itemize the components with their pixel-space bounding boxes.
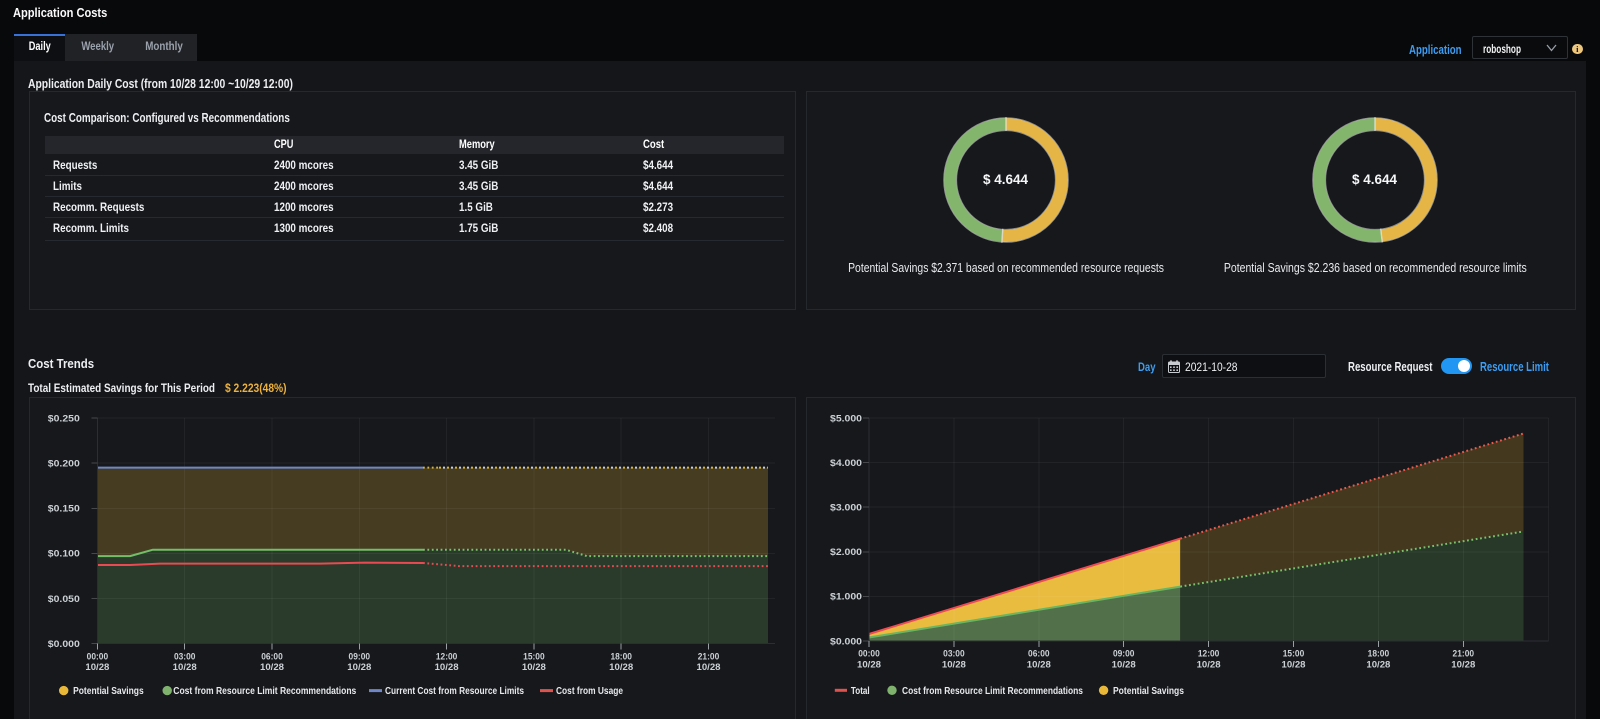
svg-text:06:00: 06:00 — [261, 651, 283, 662]
svg-text:Cost from Resource Limit Recom: Cost from Resource Limit Recommendations — [902, 685, 1083, 697]
svg-text:10/28: 10/28 — [1451, 660, 1475, 671]
svg-text:12:00: 12:00 — [436, 651, 458, 662]
svg-text:$0.250: $0.250 — [48, 413, 80, 424]
svg-text:06:00: 06:00 — [1028, 649, 1050, 660]
svg-text:10/28: 10/28 — [942, 660, 966, 671]
svg-text:Total: Total — [851, 685, 870, 697]
svg-text:15:00: 15:00 — [523, 651, 545, 662]
svg-text:03:00: 03:00 — [174, 651, 196, 662]
svg-text:00:00: 00:00 — [87, 651, 109, 662]
svg-text:$0.150: $0.150 — [48, 504, 80, 515]
svg-text:Potential Savings: Potential Savings — [73, 685, 144, 697]
svg-text:09:00: 09:00 — [1113, 649, 1135, 660]
svg-text:00:00: 00:00 — [858, 649, 880, 660]
svg-text:10/28: 10/28 — [435, 662, 459, 673]
svg-text:$0.000: $0.000 — [48, 639, 80, 650]
svg-text:10/28: 10/28 — [857, 660, 881, 671]
svg-text:$4.000: $4.000 — [830, 458, 862, 469]
svg-text:10/28: 10/28 — [1282, 660, 1306, 671]
svg-text:10/28: 10/28 — [347, 662, 371, 673]
svg-text:$3.000: $3.000 — [830, 503, 862, 514]
svg-text:21:00: 21:00 — [698, 651, 720, 662]
svg-text:21:00: 21:00 — [1453, 649, 1475, 660]
svg-text:03:00: 03:00 — [943, 649, 965, 660]
svg-text:$0.100: $0.100 — [48, 549, 80, 560]
svg-text:Cost from Usage: Cost from Usage — [556, 685, 623, 697]
svg-text:15:00: 15:00 — [1283, 649, 1305, 660]
svg-text:12:00: 12:00 — [1198, 649, 1220, 660]
svg-text:10/28: 10/28 — [173, 662, 197, 673]
svg-text:10/28: 10/28 — [1027, 660, 1051, 671]
svg-text:10/28: 10/28 — [260, 662, 284, 673]
svg-text:$1.000: $1.000 — [830, 592, 862, 603]
svg-text:$0.200: $0.200 — [48, 458, 80, 469]
svg-text:10/28: 10/28 — [697, 662, 721, 673]
svg-text:09:00: 09:00 — [349, 651, 371, 662]
svg-text:10/28: 10/28 — [1197, 660, 1221, 671]
svg-text:Current Cost from Resource Lim: Current Cost from Resource Limits — [385, 685, 524, 697]
svg-text:10/28: 10/28 — [85, 662, 109, 673]
svg-text:Potential Savings: Potential Savings — [1113, 685, 1184, 697]
svg-text:10/28: 10/28 — [609, 662, 633, 673]
svg-text:18:00: 18:00 — [1368, 649, 1390, 660]
svg-text:10/28: 10/28 — [1112, 660, 1136, 671]
svg-text:18:00: 18:00 — [610, 651, 632, 662]
svg-text:10/28: 10/28 — [522, 662, 546, 673]
svg-text:$0.050: $0.050 — [48, 594, 80, 605]
svg-text:10/28: 10/28 — [1366, 660, 1390, 671]
svg-text:Cost from Resource Limit Recom: Cost from Resource Limit Recommendations — [173, 685, 356, 697]
svg-text:$5.000: $5.000 — [830, 413, 862, 424]
svg-text:$0.000: $0.000 — [830, 636, 862, 647]
svg-text:$2.000: $2.000 — [830, 547, 862, 558]
